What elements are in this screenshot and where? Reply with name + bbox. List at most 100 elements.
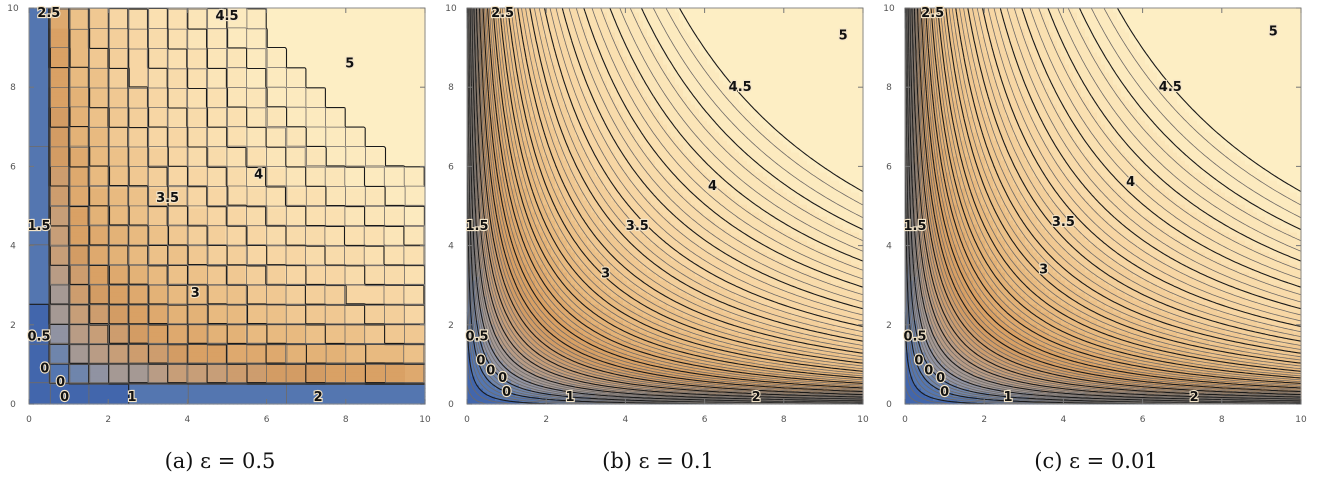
x-tick-label: 2 [105, 415, 111, 425]
contour-line [907, 7, 1302, 402]
contour-line [909, 7, 1302, 400]
contour-value-label: 4.5 [1159, 80, 1182, 95]
contour-line [591, 7, 864, 280]
caption-a: (a) ε = 0.5 [0, 449, 440, 473]
contour-line [534, 7, 864, 337]
y-tick-label: 4 [448, 242, 454, 252]
y-tick-label: 6 [886, 162, 892, 172]
x-tick-label: 4 [185, 415, 191, 425]
contour-line [910, 7, 1302, 399]
contour-line [907, 7, 1302, 402]
contour-line [484, 7, 864, 387]
x-tick-label: 10 [857, 415, 869, 425]
contour-line [561, 7, 864, 310]
contour-line [922, 7, 1302, 387]
contour-value-labels: 000 0.5 1 1.5 2 2.5 3 3.5 4 4.5 5 [26, 5, 355, 406]
y-tick-label: 0 [886, 400, 892, 410]
contour-line [475, 8, 863, 396]
panel-c: 0 2 4 6 8 10 0 2 4 6 8 10 0 0 0 0 0.5 1 1.5 2 2.5 3 3.5 4 4.5 5 (… [876, 0, 1316, 483]
contour-line [468, 8, 863, 403]
contour-line [470, 7, 864, 401]
contour-value-label: 0 [476, 353, 485, 368]
contour-value-label: 1.5 [465, 219, 488, 234]
contour-line [510, 7, 864, 361]
contour-value-label: 0 [936, 371, 945, 386]
y-tick-label: 0 [10, 400, 16, 410]
x-tick-label: 6 [264, 415, 270, 425]
contour-value-label: 3 [191, 286, 200, 301]
contour-line [948, 7, 1302, 361]
x-tick-label: 8 [343, 415, 349, 425]
contour-line [916, 7, 1302, 393]
contour-line [908, 7, 1302, 401]
contour-line [507, 7, 864, 364]
contour-value-label: 1 [1003, 390, 1012, 405]
contour-line [1103, 7, 1302, 206]
contour-line [967, 7, 1302, 342]
contour-line [497, 7, 864, 374]
contour-line [513, 7, 864, 358]
contour-value-label: 1.5 [903, 219, 926, 234]
x-tick-label: 0 [26, 415, 32, 425]
contour-line [945, 7, 1302, 364]
contour-value-label: 0 [486, 363, 495, 378]
contour-line [963, 7, 1302, 346]
x-tick-label: 6 [702, 415, 708, 425]
plot-frame [466, 7, 864, 405]
contour-line [538, 7, 864, 333]
contour-value-label: 2.5 [491, 6, 514, 21]
contour-line [478, 7, 864, 393]
contour-line [1029, 7, 1302, 280]
contour-line [959, 7, 1302, 350]
contour-line [108, 7, 426, 325]
contour-value-label: 2.5 [921, 6, 944, 21]
contour-line [543, 7, 864, 328]
contour-line [926, 7, 1302, 383]
x-tick-label: 0 [902, 415, 908, 425]
contour-line [226, 7, 426, 207]
panel-b: 0 2 4 6 8 10 0 2 4 6 8 10 0 0 0 0 0.5 1 1.5 2 2.5 3 3.5 4 4.5 5 (… [438, 0, 878, 483]
x-tick-label: 2 [543, 415, 549, 425]
y-tick-label: 6 [448, 162, 454, 172]
contour-lines [29, 7, 426, 404]
y-tick-label: 0 [448, 400, 454, 410]
contour-value-label: 5 [1269, 25, 1278, 40]
contour-value-label: 0 [502, 385, 511, 400]
contour-value-label: 4.5 [215, 9, 238, 24]
contour-line [494, 7, 864, 377]
contour-line [911, 7, 1302, 398]
contour-line [665, 7, 864, 206]
contour-value-label: 0 [498, 371, 507, 386]
contour-value-label: 3.5 [1052, 215, 1075, 230]
contour-line [501, 7, 864, 370]
contour-line [469, 7, 864, 402]
contour-line [951, 7, 1302, 358]
contour-value-label: 0.5 [903, 330, 926, 345]
contour-line [568, 7, 864, 303]
contour-line [932, 7, 1302, 377]
contour-line [481, 7, 864, 390]
contour-line [206, 7, 426, 227]
x-tick-label: 10 [1295, 415, 1307, 425]
contour-line [920, 7, 1302, 389]
contour-value-label: 0.5 [465, 330, 488, 345]
contour-value-label: 4 [254, 167, 263, 182]
contour-line [1047, 7, 1302, 262]
contour-line [128, 7, 426, 305]
contour-line [474, 7, 864, 397]
contour-line [477, 7, 864, 394]
contour-value-label: 0 [924, 363, 933, 378]
y-tick-label: 10 [7, 4, 19, 14]
y-tick-label: 8 [886, 83, 892, 93]
contour-line [1021, 7, 1302, 288]
contour-line [488, 7, 864, 383]
contour-line [471, 7, 864, 400]
contour-value-label: 1 [127, 390, 136, 405]
contour-line [472, 7, 864, 399]
contour-value-label: 2 [314, 390, 323, 405]
contour-line [555, 7, 864, 316]
contour-line [485, 7, 864, 386]
